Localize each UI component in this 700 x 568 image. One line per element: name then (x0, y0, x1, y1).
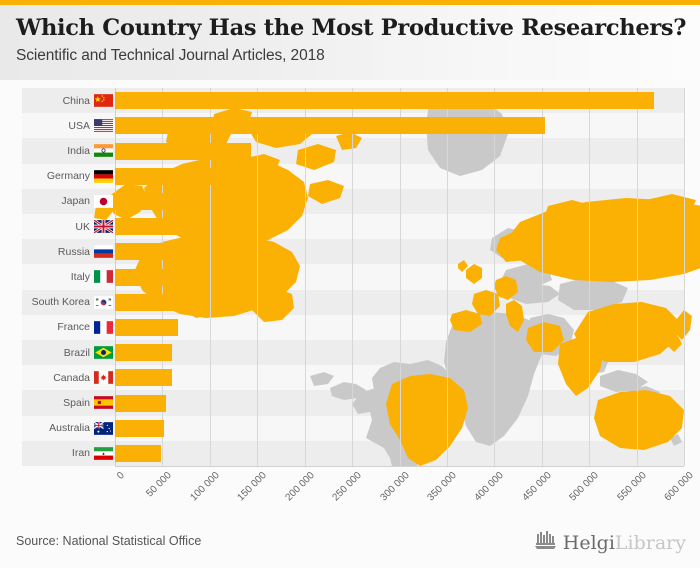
gridline (352, 88, 354, 466)
category-row: Brazil (22, 340, 115, 365)
bar-usa[interactable] (115, 117, 545, 135)
bar-spain[interactable] (115, 394, 167, 412)
category-row: Russia (22, 239, 115, 264)
category-label: Japan (61, 195, 90, 208)
category-row: South Korea (22, 290, 115, 315)
category-row: Spain (22, 390, 115, 415)
bar-russia[interactable] (115, 243, 192, 261)
italy-flag (94, 270, 113, 284)
category-label: Iran (71, 447, 90, 460)
gridline (636, 88, 638, 466)
page-subtitle: Scientific and Technical Journal Article… (16, 47, 325, 64)
brand-logo[interactable]: Helgi Library (534, 530, 686, 555)
category-row: India (22, 138, 115, 163)
plot-area: China USA India Germany Japan UK Russia Italy So… (0, 88, 700, 484)
bar-australia[interactable] (115, 419, 165, 437)
bar-south-korea[interactable] (115, 293, 178, 311)
bar-italy[interactable] (115, 268, 183, 286)
category-row: Germany (22, 164, 115, 189)
gridline (494, 88, 496, 466)
category-row: China (22, 88, 115, 113)
bar-india[interactable] (115, 142, 251, 160)
brazil-flag (94, 346, 113, 359)
category-label: Germany (46, 170, 90, 183)
category-label: Australia (49, 422, 90, 435)
france-flag (94, 321, 113, 334)
bar-iran[interactable] (115, 444, 161, 462)
gridline (399, 88, 401, 466)
gridline (589, 88, 591, 466)
category-label: USA (68, 119, 90, 132)
category-label: China (62, 94, 90, 107)
bar-germany[interactable] (115, 167, 214, 185)
bar-france[interactable] (115, 318, 178, 336)
china-flag (94, 94, 113, 107)
bar-canada[interactable] (115, 369, 172, 387)
library-building-icon (534, 530, 557, 555)
australia-flag (94, 421, 113, 435)
japan-flag (94, 195, 113, 208)
category-labels: China USA India Germany Japan UK Russia Italy So… (0, 88, 115, 466)
bars (0, 88, 700, 466)
category-label: Brazil (63, 346, 90, 359)
bar-uk[interactable] (115, 218, 207, 236)
category-row: Australia (22, 416, 115, 441)
brand-secondary: Library (614, 531, 686, 554)
usa-flag (94, 119, 113, 133)
top-accent-bar (0, 0, 700, 5)
source-note: Source: National Statistical Office (16, 534, 202, 548)
bar-brazil[interactable] (115, 344, 172, 362)
category-row: Iran (22, 441, 115, 466)
gridline (541, 88, 543, 466)
russia-flag (94, 245, 113, 259)
bar-china[interactable] (115, 92, 654, 110)
brand-text: Helgi Library (563, 532, 686, 554)
spain-flag (94, 396, 113, 410)
category-row: UK (22, 214, 115, 239)
gridline (257, 88, 259, 466)
category-row: Italy (22, 264, 115, 289)
chart-header: Which Country Has the Most Productive Re… (0, 5, 700, 80)
canada-flag (94, 371, 113, 385)
x-axis-line (115, 466, 684, 467)
category-label: India (67, 144, 90, 157)
gridline (684, 88, 685, 466)
gridline (304, 88, 306, 466)
category-row: Japan (22, 189, 115, 214)
south-korea-flag (94, 295, 113, 309)
india-flag (94, 144, 113, 158)
category-row: Canada (22, 365, 115, 390)
germany-flag (94, 169, 113, 183)
category-label: Canada (53, 371, 90, 384)
gridline (209, 88, 211, 466)
category-row: France (22, 315, 115, 340)
category-label: Spain (63, 396, 90, 409)
category-label: Russia (57, 245, 90, 258)
category-label: South Korea (31, 296, 90, 309)
uk-flag (94, 220, 113, 234)
iran-flag (94, 447, 113, 460)
chart-footer: Source: National Statistical Office (0, 516, 700, 568)
x-axis-tick-labels: 0 50 000 100 000 150 000 200 000 250 000 300 0… (0, 470, 700, 515)
bar-japan[interactable] (115, 192, 208, 210)
category-row: USA (22, 113, 115, 138)
page-title: Which Country Has the Most Productive Re… (16, 15, 687, 41)
brand-primary: Helgi (562, 531, 615, 554)
category-label: Italy (70, 270, 90, 283)
gridline (446, 88, 448, 466)
category-label: UK (75, 220, 90, 233)
category-label: France (57, 321, 90, 334)
